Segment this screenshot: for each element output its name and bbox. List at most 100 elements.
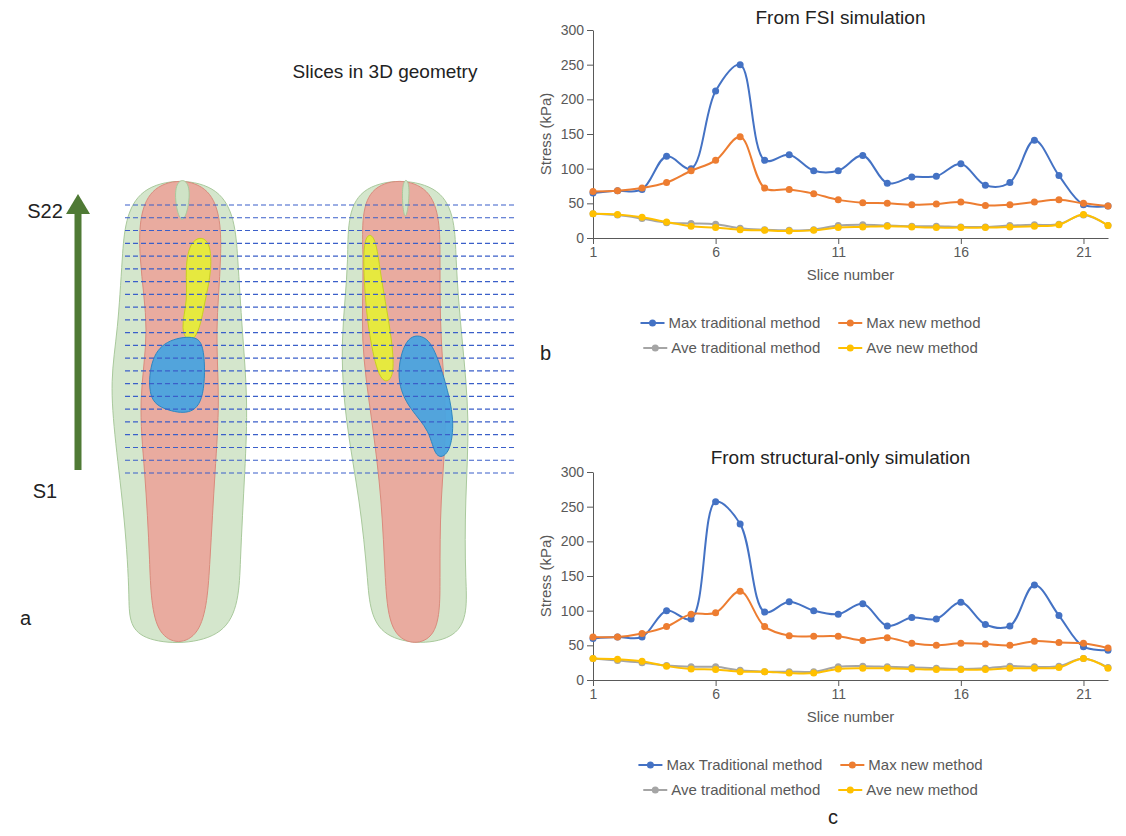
legend-swatch xyxy=(652,345,659,352)
series-marker xyxy=(908,201,915,208)
legend-swatch xyxy=(847,787,854,794)
series-marker xyxy=(761,227,768,234)
tick: 150 xyxy=(561,568,593,584)
series-marker xyxy=(982,224,989,231)
slice-line xyxy=(125,332,515,333)
axis-line xyxy=(594,238,1109,239)
legend-label: Max Traditional method xyxy=(666,756,822,773)
series-marker xyxy=(1080,200,1087,207)
slice-line xyxy=(125,472,515,473)
slice-line xyxy=(125,396,515,397)
series-marker xyxy=(761,226,768,233)
tick-mark xyxy=(587,134,593,135)
series-marker xyxy=(933,173,940,180)
legend-item: Ave new method xyxy=(838,781,977,798)
series-marker xyxy=(786,228,793,235)
legend-label: Ave new method xyxy=(866,339,977,356)
y-axis: 050100150200250300 xyxy=(561,464,594,688)
axis-title: Slice number xyxy=(807,266,895,283)
axis-title: Slice number xyxy=(807,708,895,725)
series-marker xyxy=(1006,201,1013,208)
panel-letter: a xyxy=(20,607,32,629)
legend-swatch xyxy=(652,787,659,794)
slice-line xyxy=(125,370,515,371)
series-marker xyxy=(712,666,719,673)
slice-line xyxy=(125,268,515,269)
series-marker xyxy=(1105,203,1112,210)
figure: Slices in 3D geometryS22S1abcFrom FSI si… xyxy=(0,0,1126,836)
series-marker xyxy=(1031,223,1038,230)
series-marker xyxy=(957,198,964,205)
series-marker xyxy=(810,607,817,614)
tick-label: 11 xyxy=(831,244,846,260)
series-marker xyxy=(884,222,891,229)
y-axis: 050100150200250300 xyxy=(561,22,594,246)
vessel-wall xyxy=(112,181,247,642)
slice-line xyxy=(125,447,515,448)
tick: 200 xyxy=(561,533,593,549)
tick-mark xyxy=(587,65,593,66)
legend-label: Ave traditional method xyxy=(671,339,820,356)
plaque-yellow xyxy=(183,238,211,340)
series-marker xyxy=(1080,212,1087,219)
series-marker xyxy=(1006,622,1013,629)
series-marker xyxy=(639,630,646,637)
series-marker xyxy=(737,61,744,68)
chart-title: From structural-only simulation xyxy=(711,447,971,468)
series-marker xyxy=(859,637,866,644)
series-marker xyxy=(1055,221,1062,228)
tick: 100 xyxy=(561,161,593,177)
series-marker xyxy=(982,621,989,628)
series-marker xyxy=(1080,655,1087,662)
series-marker xyxy=(663,607,670,614)
tick-label: 300 xyxy=(561,464,585,480)
series-marker xyxy=(663,623,670,630)
series-marker xyxy=(1031,665,1038,672)
legend-item: Max new method xyxy=(838,314,980,331)
panel-letter: c xyxy=(828,806,838,828)
diagram-title: Slices in 3D geometry xyxy=(293,61,478,82)
tick-mark xyxy=(587,680,593,681)
series-marker xyxy=(835,633,842,640)
series-marker xyxy=(786,186,793,193)
series-marker xyxy=(737,588,744,595)
axis-line xyxy=(593,31,594,239)
series-marker xyxy=(737,521,744,528)
series-marker xyxy=(1080,211,1087,218)
tick-label: 21 xyxy=(1076,244,1092,260)
series-marker xyxy=(761,623,768,630)
tick: 100 xyxy=(561,603,593,619)
x-axis: 16111621 xyxy=(590,680,1109,702)
slice-line xyxy=(125,255,515,256)
series-marker xyxy=(786,151,793,158)
tick: 1 xyxy=(590,680,598,702)
axis-line xyxy=(593,473,594,681)
series-marker xyxy=(982,640,989,647)
slice-line xyxy=(125,421,515,422)
panel-a: Slices in 3D geometryS22S1 xyxy=(27,61,515,642)
tick-label: 250 xyxy=(561,57,585,73)
legend-item: Ave traditional method xyxy=(643,781,820,798)
series-marker xyxy=(908,640,915,647)
series-line xyxy=(593,137,1108,206)
series-marker xyxy=(835,611,842,618)
slice-line xyxy=(125,409,515,410)
series-marker xyxy=(688,223,695,230)
chart: From FSI simulation050100150200250300161… xyxy=(537,7,1112,356)
slice-line xyxy=(125,294,515,295)
tick: 6 xyxy=(712,680,720,702)
series-line xyxy=(593,659,1108,673)
arrow-label: S1 xyxy=(33,480,57,502)
series-marker xyxy=(1031,198,1038,205)
series-marker xyxy=(1055,664,1062,671)
series-marker xyxy=(639,185,646,192)
legend-item: Ave new method xyxy=(838,339,977,356)
vessel-wall xyxy=(342,181,468,642)
series-marker xyxy=(590,655,597,662)
series-marker xyxy=(590,210,597,217)
series-marker xyxy=(663,663,670,670)
series-marker xyxy=(761,668,768,675)
tick: 16 xyxy=(954,238,970,260)
slice-line xyxy=(125,434,515,435)
tick-mark xyxy=(587,99,593,100)
